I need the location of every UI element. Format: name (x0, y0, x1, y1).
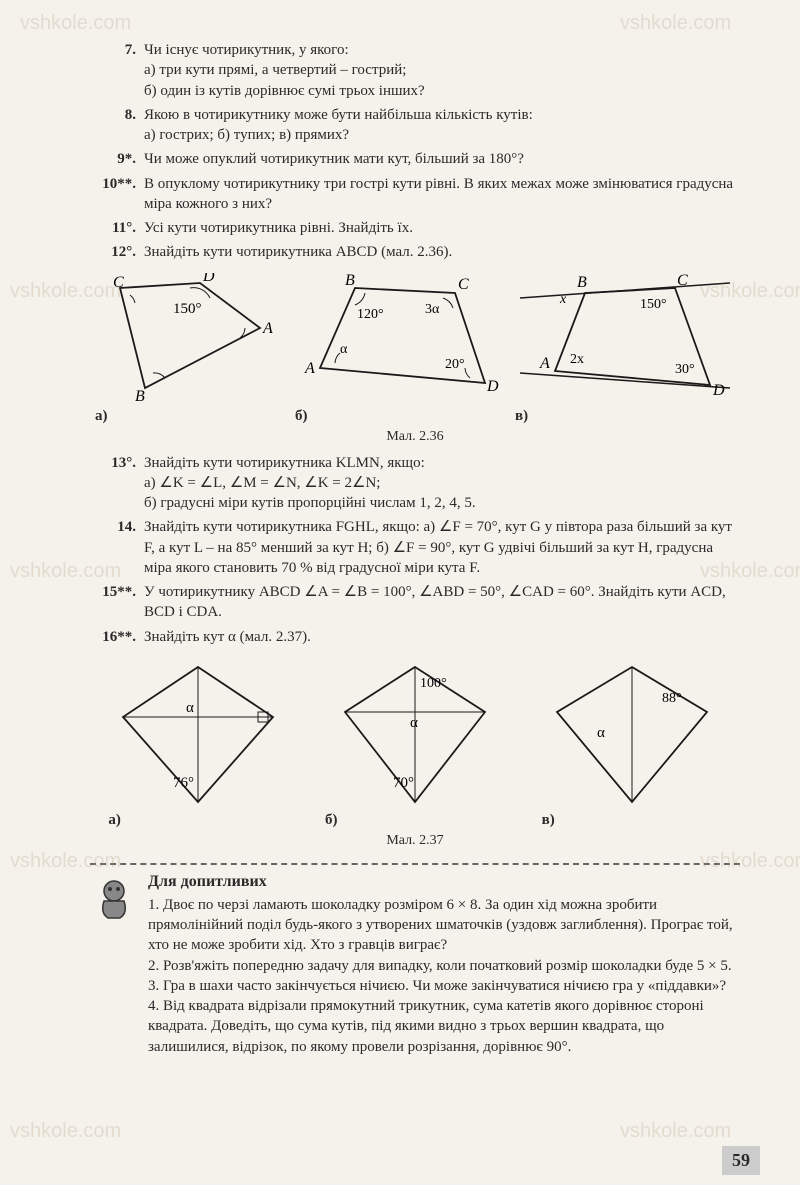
svg-text:C: C (113, 274, 124, 291)
problem-number: 12°. (90, 242, 144, 262)
problem-16: 16**. Знайдіть кут α (мал. 2.37). (90, 627, 740, 647)
svg-text:D: D (202, 273, 215, 285)
svg-text:C: C (677, 273, 688, 289)
problem-text: Знайдіть кути чотирикутника KLMN, якщо: … (144, 453, 740, 514)
problem-11: 11°. Усі кути чотирикутника рівні. Знайд… (90, 218, 740, 238)
problem-list-1: 7. Чи існує чотирикутник, у якого: а) тр… (90, 40, 740, 263)
svg-text:2x: 2x (570, 352, 584, 367)
fig236-a: C D A B 150° а) (95, 273, 285, 425)
svg-text:B: B (345, 273, 355, 289)
problem-number: 9*. (90, 149, 144, 169)
problem-number: 11°. (90, 218, 144, 238)
fig237-c: 88° α в) (542, 657, 722, 829)
curious-item-4: 4. Від квадрата відрізали прямокутний тр… (148, 996, 740, 1057)
svg-text:α: α (410, 715, 418, 731)
problem-number: 14. (90, 517, 144, 578)
fig-tag: а) (95, 408, 285, 425)
curious-item-3: 3. Гра в шахи часто закінчується нічиєю.… (148, 976, 740, 996)
problem-number: 13°. (90, 453, 144, 514)
watermark: vshkole.com (620, 1120, 731, 1143)
watermark: vshkole.com (10, 1120, 121, 1143)
figure-2-37: α 76° a) 100° α 70° б) 88° (90, 657, 740, 829)
fig-tag: в) (542, 812, 722, 829)
fig237-b: 100° α 70° б) (325, 657, 505, 829)
problem-14: 14. Знайдіть кути чотирикутника FGHL, як… (90, 517, 740, 578)
svg-text:C: C (458, 276, 469, 293)
svg-text:88°: 88° (662, 691, 682, 706)
svg-text:100°: 100° (420, 676, 447, 691)
svg-text:D: D (712, 382, 725, 399)
section-divider (90, 863, 740, 865)
svg-text:30°: 30° (675, 362, 695, 377)
page-number: 59 (722, 1146, 760, 1175)
svg-text:α: α (340, 342, 348, 357)
curious-title: Для допитливих (148, 873, 740, 891)
problem-number: 8. (90, 105, 144, 146)
problem-number: 15**. (90, 582, 144, 623)
problem-13: 13°. Знайдіть кути чотирикутника KLMN, я… (90, 453, 740, 514)
problem-number: 10**. (90, 174, 144, 215)
fig-tag: a) (108, 812, 288, 829)
fig-label-236: Мал. 2.36 (90, 429, 740, 445)
svg-text:76°: 76° (173, 775, 194, 791)
svg-text:20°: 20° (445, 357, 465, 372)
problem-text: Чи існує чотирикутник, у якого: а) три к… (144, 40, 740, 101)
problem-text: Усі кути чотирикутника рівні. Знайдіть ї… (144, 218, 740, 238)
thinker-icon (90, 873, 138, 921)
problem-15: 15**. У чотирикутнику ABCD ∠A = ∠B = 100… (90, 582, 740, 623)
fig-tag: б) (325, 812, 505, 829)
problem-8: 8. Якою в чотирикутнику може бути найбіл… (90, 105, 740, 146)
svg-text:α: α (597, 725, 605, 741)
fig-tag: в) (515, 408, 735, 425)
figure-2-36: C D A B 150° а) B C A D 120° 3α α (90, 273, 740, 425)
svg-text:3α: 3α (425, 302, 440, 317)
svg-text:x: x (559, 292, 567, 307)
problem-text: Знайдіть кути чотирикутника ABCD (мал. 2… (144, 242, 740, 262)
svg-text:B: B (577, 274, 587, 291)
problem-12: 12°. Знайдіть кути чотирикутника ABCD (м… (90, 242, 740, 262)
problem-list-2: 13°. Знайдіть кути чотирикутника KLMN, я… (90, 453, 740, 647)
svg-text:A: A (304, 360, 315, 377)
curious-item-1: 1. Двоє по черзі ламають шоколадку розмі… (148, 895, 740, 956)
fig236-c: B C A D x 150° 2x 30° в) (515, 273, 735, 425)
svg-text:120°: 120° (357, 307, 384, 322)
problem-text: Знайдіть кути чотирикутника FGHL, якщо: … (144, 517, 740, 578)
problem-number: 7. (90, 40, 144, 101)
page-content: 7. Чи існує чотирикутник, у якого: а) тр… (0, 0, 800, 1077)
svg-text:α: α (186, 700, 194, 716)
svg-text:A: A (262, 320, 273, 337)
svg-text:150°: 150° (640, 297, 667, 312)
svg-text:150°: 150° (173, 301, 202, 317)
problem-7: 7. Чи існує чотирикутник, у якого: а) тр… (90, 40, 740, 101)
fig-label-237: Мал. 2.37 (90, 833, 740, 849)
fig-tag: б) (295, 408, 505, 425)
problem-text: Знайдіть кут α (мал. 2.37). (144, 627, 740, 647)
problem-text: Якою в чотирикутнику може бути найбільша… (144, 105, 740, 146)
problem-text: В опуклому чотирикутнику три гострі кути… (144, 174, 740, 215)
fig236-b: B C A D 120° 3α α 20° б) (295, 273, 505, 425)
svg-text:70°: 70° (393, 775, 414, 791)
curious-content: Для допитливих 1. Двоє по черзі ламають … (148, 873, 740, 1057)
problem-text: Чи може опуклий чотирикутник мати кут, б… (144, 149, 740, 169)
svg-text:B: B (135, 388, 145, 403)
curious-item-2: 2. Розв'яжіть попередню задачу для випад… (148, 956, 740, 976)
fig237-a: α 76° a) (108, 657, 288, 829)
problem-number: 16**. (90, 627, 144, 647)
problem-10: 10**. В опуклому чотирикутнику три гостр… (90, 174, 740, 215)
curious-section: Для допитливих 1. Двоє по черзі ламають … (90, 873, 740, 1057)
svg-text:A: A (539, 355, 550, 372)
svg-text:D: D (486, 378, 499, 395)
problem-9: 9*. Чи може опуклий чотирикутник мати ку… (90, 149, 740, 169)
problem-text: У чотирикутнику ABCD ∠A = ∠B = 100°, ∠AB… (144, 582, 740, 623)
